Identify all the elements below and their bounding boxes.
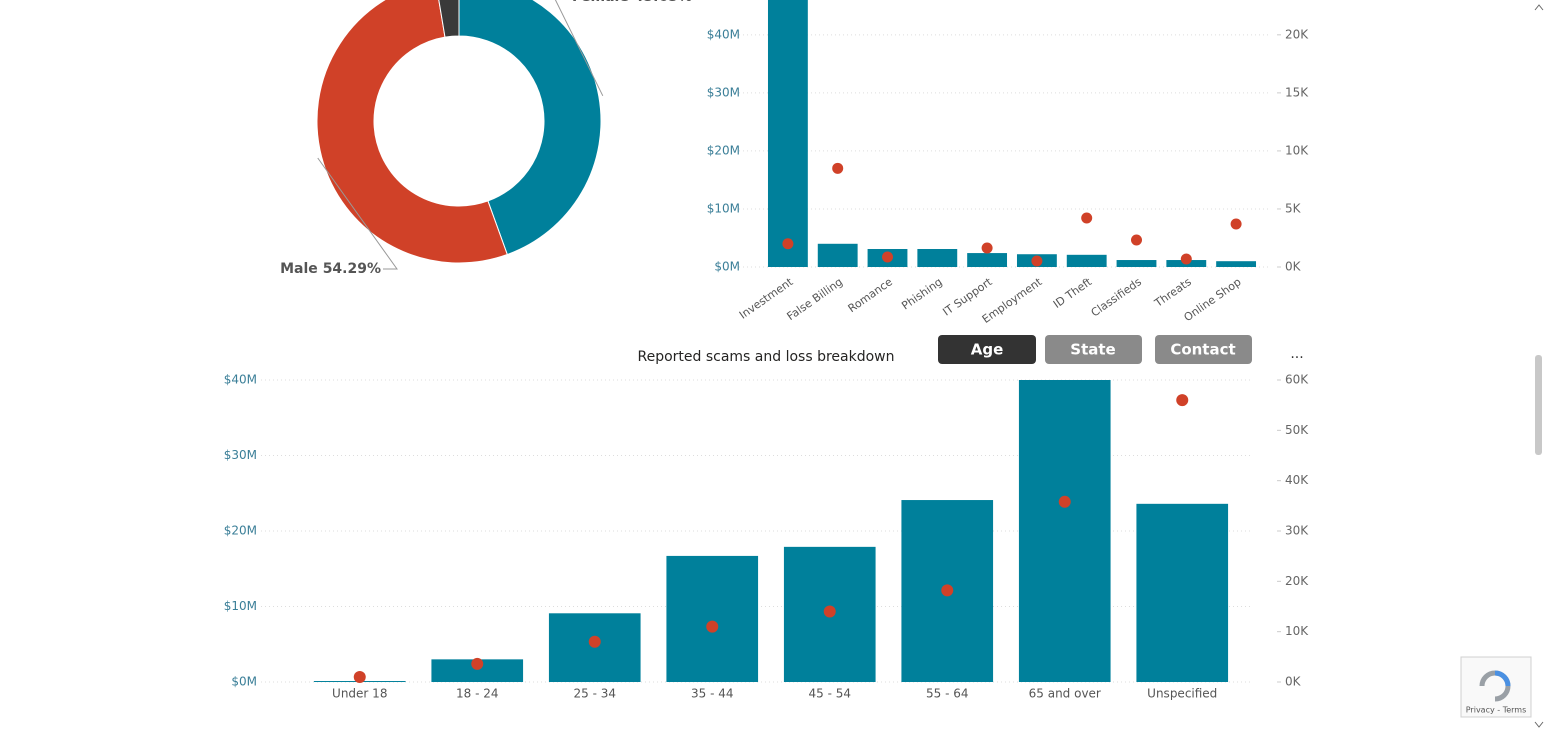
x-tick-label: 55 - 64	[926, 687, 969, 701]
y-tick-label: $30M	[224, 448, 257, 462]
dot	[1180, 253, 1192, 265]
chart-title: Reported scams and loss breakdown	[637, 349, 894, 365]
bar	[1066, 254, 1107, 267]
y-tick-label: $10M	[707, 201, 740, 215]
category-label: Female	[572, 0, 629, 5]
y2-tick-label: 40K	[1285, 473, 1309, 487]
donut-slice	[438, 0, 460, 38]
recaptcha-icon	[1494, 670, 1511, 687]
bar	[917, 249, 958, 267]
scroll-down[interactable]	[1534, 721, 1544, 728]
dot	[1230, 218, 1242, 230]
y2-tick-label: 10K	[1285, 143, 1309, 157]
dot	[1176, 394, 1189, 407]
slicer-button[interactable]	[938, 335, 1036, 364]
y-tick-label: $0M	[231, 675, 257, 689]
dot	[588, 635, 601, 648]
dot	[981, 242, 993, 254]
dot	[1131, 234, 1142, 246]
bar	[1018, 380, 1111, 682]
y2-tick-label: 10K	[1285, 624, 1309, 638]
recaptcha-links[interactable]: Privacy - Terms	[1466, 706, 1527, 715]
y-tick-label: $10M	[224, 599, 257, 613]
recaptcha-badge: Privacy - Terms	[1460, 656, 1532, 718]
bar	[817, 243, 858, 267]
x-tick-label: Unspecified	[1147, 687, 1217, 701]
y-tick-label: $20M	[224, 524, 257, 538]
x-tick-label: Under 18	[332, 687, 387, 701]
x-tick-label: 18 - 24	[456, 687, 499, 701]
dot	[882, 251, 893, 263]
dot	[471, 657, 484, 670]
button-label[interactable]: State	[1070, 341, 1115, 359]
badge-box	[1460, 656, 1532, 718]
slicer-button[interactable]	[1045, 335, 1142, 364]
y2-tick-label: 15K	[1285, 85, 1309, 99]
dot	[353, 670, 366, 683]
y-tick-label: $40M	[224, 373, 257, 387]
bar	[967, 253, 1008, 267]
y2-tick-label: 20K	[1285, 574, 1309, 588]
button-label[interactable]: Age	[971, 341, 1004, 359]
dot	[1031, 255, 1043, 267]
dot	[706, 620, 719, 633]
bar	[1136, 503, 1229, 682]
dot	[1058, 495, 1071, 508]
x-tick-label: 35 - 44	[691, 687, 734, 701]
donut-label: Male 54.29%	[280, 261, 381, 277]
y-tick-label: $40M	[707, 27, 740, 41]
scrollbar-thumb[interactable]	[1535, 355, 1542, 455]
y2-tick-label: 60K	[1285, 373, 1309, 387]
y2-tick-label: 30K	[1285, 524, 1309, 538]
slicer-button[interactable]	[1155, 335, 1252, 364]
y2-tick-label: 0K	[1285, 260, 1302, 274]
value-label: 54.29%	[323, 261, 381, 277]
y2-tick-label: 0K	[1285, 675, 1302, 689]
y2-tick-label: 50K	[1285, 423, 1309, 437]
leader-line	[317, 157, 398, 270]
dot	[782, 238, 794, 250]
more-options[interactable]: ...	[1290, 346, 1303, 362]
slicer: Age State Contact	[938, 335, 1252, 364]
bar	[1116, 260, 1157, 267]
y-tick-label: $0M	[714, 260, 740, 274]
donut-slice	[458, 0, 602, 256]
bar	[431, 659, 524, 682]
dot	[941, 584, 954, 597]
y-tick-label: $20M	[707, 143, 740, 157]
donut-slice	[316, 0, 508, 264]
x-tick-label: 45 - 54	[809, 687, 852, 701]
bar	[1216, 261, 1257, 267]
leader-line	[554, 0, 604, 97]
dot	[832, 162, 844, 174]
x-tick-label: 25 - 34	[574, 687, 617, 701]
x-tick-label: 65 and over	[1029, 687, 1101, 701]
bar	[666, 555, 759, 682]
y2-tick-label: 20K	[1285, 27, 1309, 41]
scrollbar	[1534, 4, 1544, 728]
button-label[interactable]: Contact	[1170, 341, 1235, 359]
bar	[767, 0, 808, 268]
category-label: Male	[280, 261, 318, 277]
value-label: 45.65%	[634, 0, 692, 5]
y-tick-label: $30M	[707, 85, 740, 99]
dot	[823, 605, 836, 618]
scroll-up[interactable]	[1534, 4, 1544, 11]
y2-tick-label: 5K	[1285, 201, 1302, 215]
dot	[1081, 212, 1093, 224]
donut-label: Female 45.65%	[572, 0, 692, 5]
